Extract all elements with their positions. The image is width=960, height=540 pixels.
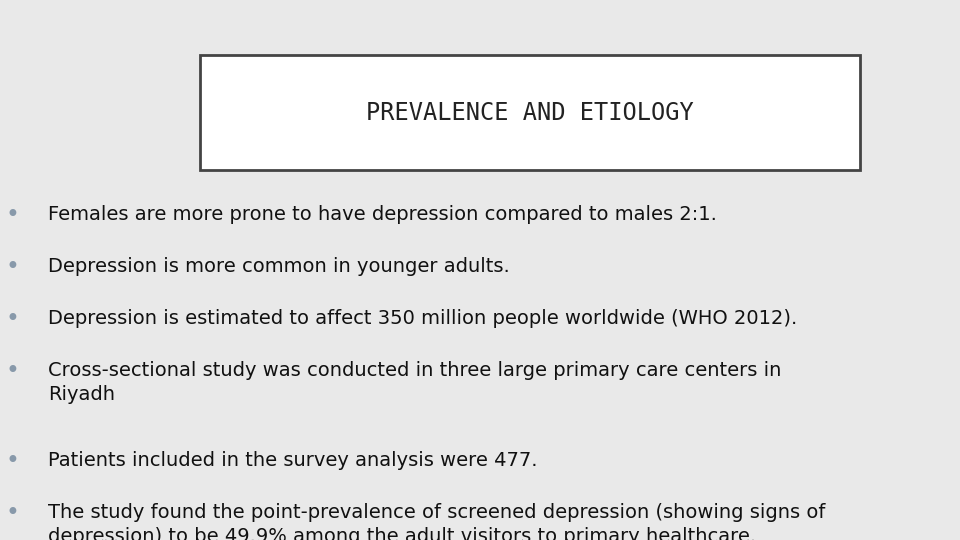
- Text: PREVALENCE AND ETIOLOGY: PREVALENCE AND ETIOLOGY: [366, 100, 694, 125]
- Text: •: •: [5, 449, 19, 474]
- Text: Depression is more common in younger adults.: Depression is more common in younger adu…: [48, 257, 510, 276]
- Text: Females are more prone to have depression compared to males 2:1.: Females are more prone to have depressio…: [48, 205, 717, 224]
- Text: Cross-sectional study was conducted in three large primary care centers in
Riyad: Cross-sectional study was conducted in t…: [48, 361, 781, 404]
- Text: •: •: [5, 502, 19, 525]
- Text: •: •: [5, 307, 19, 332]
- Text: •: •: [5, 255, 19, 280]
- Bar: [200, 55, 860, 170]
- Text: •: •: [5, 204, 19, 227]
- Text: The study found the point-prevalence of screened depression (showing signs of
de: The study found the point-prevalence of …: [48, 503, 826, 540]
- Text: •: •: [5, 360, 19, 383]
- Text: Patients included in the survey analysis were 477.: Patients included in the survey analysis…: [48, 451, 538, 470]
- Text: Depression is estimated to affect 350 million people worldwide (WHO 2012).: Depression is estimated to affect 350 mi…: [48, 309, 797, 328]
